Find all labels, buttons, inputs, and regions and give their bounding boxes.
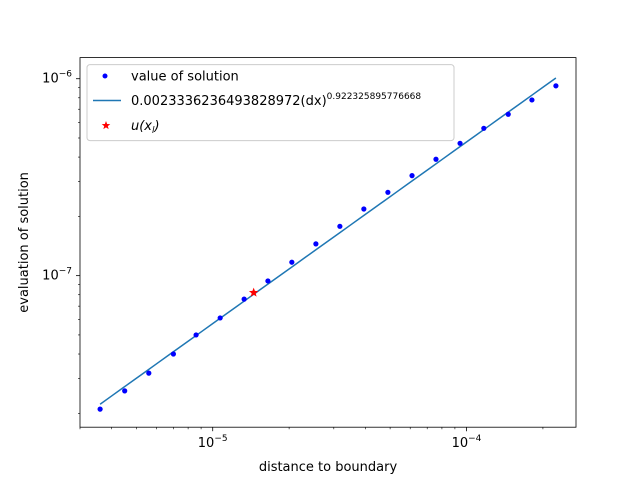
ticks-layer: 10−5 10−410−710−6: [42, 70, 544, 451]
fit-line: [99, 77, 557, 405]
legend-label-star-main: u(x: [131, 119, 152, 134]
x-tick-label-base: 10: [452, 436, 469, 451]
data-point: [97, 406, 103, 412]
y-tick-label: 10−7: [42, 267, 72, 284]
legend-label-fit: 0.0023336236493828972(dx)0.9223258957766…: [131, 92, 421, 109]
y-tick-label: 10−6: [42, 70, 72, 87]
data-point: [289, 259, 295, 265]
y-tick-label-exponent: −6: [59, 70, 73, 80]
data-point: [361, 206, 367, 212]
legend-star-marker: [101, 121, 111, 130]
legend-dot-marker: [102, 73, 108, 79]
x-tick-label: 10−5: [198, 434, 228, 451]
data-point: [122, 388, 128, 394]
data-point: [146, 370, 152, 376]
data-point: [481, 125, 487, 131]
legend-label-fit-exponent: 0.922325895776668: [327, 92, 422, 102]
legend-label-star-sub: l: [152, 126, 155, 136]
y-tick-label-exponent: −7: [59, 267, 72, 277]
data-point: [409, 173, 415, 179]
data-points-layer: [97, 83, 559, 412]
legend-label-star: u(xl): [131, 119, 160, 136]
data-point: [337, 223, 343, 229]
y-tick-label-base: 10: [42, 72, 59, 87]
x-tick-label-exponent: −4: [468, 434, 482, 444]
y-axis-label: evaluation of solution: [17, 172, 32, 313]
y-tick-label-base: 10: [42, 269, 59, 284]
data-point: [553, 83, 559, 89]
data-point: [170, 351, 176, 357]
x-tick-label-exponent: −5: [214, 434, 227, 444]
legend-label-star-end: ): [154, 119, 160, 134]
data-point: [241, 296, 247, 302]
x-tick-label: 10−4: [452, 434, 482, 451]
legend-label-values: value of solution: [131, 70, 239, 85]
data-point: [217, 315, 223, 321]
data-point: [385, 189, 391, 195]
data-point: [529, 97, 535, 103]
legend: value of solution 0.0023336236493828972(…: [86, 64, 455, 142]
x-tick-label-base: 10: [198, 436, 215, 451]
data-point: [433, 156, 439, 162]
data-point: [265, 278, 271, 284]
data-point: [505, 111, 511, 117]
highlight-point-layer: [248, 287, 259, 297]
x-axis-label: distance to boundary: [259, 460, 398, 475]
data-point: [457, 140, 463, 146]
legend-box: [86, 64, 455, 142]
data-point: [313, 241, 319, 247]
data-point: [193, 332, 199, 338]
highlight-star-point: [248, 287, 259, 297]
legend-label-fit-base: 0.0023336236493828972(dx): [131, 94, 327, 109]
axes-spines: [79, 57, 577, 428]
fit-line-layer: [99, 77, 557, 405]
